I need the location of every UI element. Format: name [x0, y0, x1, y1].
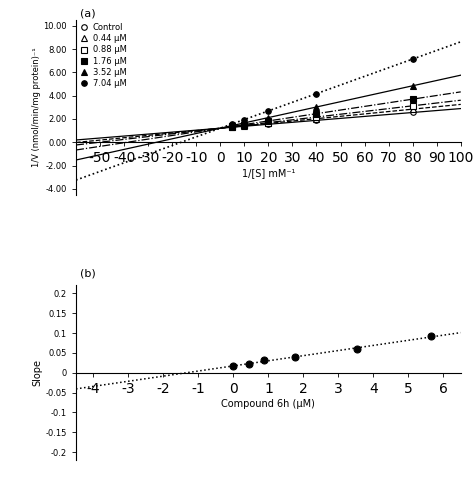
Legend: Control, 0.44 μM, 0.88 μM, 1.76 μM, 3.52 μM, 7.04 μM: Control, 0.44 μM, 0.88 μM, 1.76 μM, 3.52… [78, 22, 127, 88]
Text: (a): (a) [80, 8, 95, 18]
Text: (b): (b) [80, 268, 95, 278]
Y-axis label: Slope: Slope [33, 359, 43, 386]
X-axis label: 1/[S] mM⁻¹: 1/[S] mM⁻¹ [242, 168, 295, 178]
Y-axis label: 1/V (nmol/min/mg protein)⁻¹: 1/V (nmol/min/mg protein)⁻¹ [31, 48, 40, 167]
X-axis label: Compound 6h (μM): Compound 6h (μM) [221, 398, 315, 408]
